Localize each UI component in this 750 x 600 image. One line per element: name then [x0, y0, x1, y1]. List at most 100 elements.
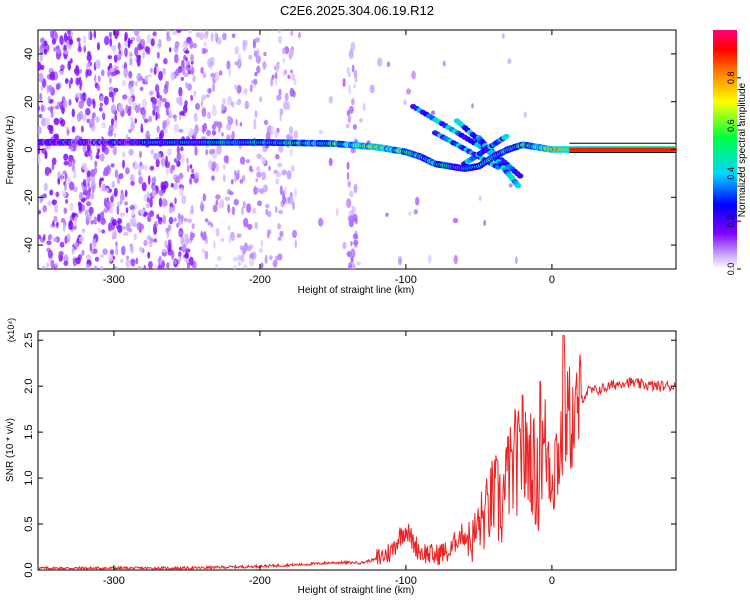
- spectrogram-noise-cell: [45, 167, 50, 177]
- spectrogram-noise-cell: [176, 160, 181, 168]
- spectrogram-noise-cell: [79, 83, 82, 91]
- spectrogram-noise-cell: [427, 254, 432, 264]
- spectrogram-noise-cell: [160, 157, 166, 167]
- spectrogram-noise-cell: [158, 70, 163, 81]
- spectrogram-noise-cell: [350, 258, 354, 264]
- spectrogram-noise-cell: [51, 199, 58, 205]
- x-tick-label: -200: [249, 575, 271, 587]
- spectrogram-noise-cell: [194, 172, 200, 179]
- spectrogram-noise-cell: [278, 143, 284, 153]
- spectrogram-noise-cell: [92, 248, 98, 254]
- spectrogram-noise-cell: [249, 253, 255, 260]
- spectrogram-noise-cell: [94, 217, 98, 224]
- y-tick-label: -20: [23, 189, 35, 205]
- spectrogram-noise-cell: [71, 108, 76, 118]
- spectrogram-noise-cell: [267, 210, 272, 218]
- spectrogram-noise-cell: [178, 86, 183, 97]
- spectrogram-noise-cell: [125, 207, 129, 214]
- spectrogram-noise-cell: [226, 115, 232, 121]
- x-tick-label: -300: [103, 575, 125, 587]
- spectrogram-noise-cell: [190, 231, 194, 240]
- spectrogram-noise-cell: [113, 120, 118, 129]
- spectrogram-noise-cell: [161, 98, 167, 103]
- spectrogram-noise-cell: [161, 260, 165, 269]
- spectrogram-noise-cell: [328, 95, 333, 104]
- spectrogram-noise-cell: [104, 35, 110, 46]
- spectrogram-noise-cell: [222, 32, 227, 41]
- spectrogram-noise-cell: [125, 167, 130, 175]
- spectrogram-noise-cell: [172, 183, 178, 190]
- spectrogram-noise-cell: [38, 113, 43, 119]
- spectrogram-noise-cell: [158, 189, 164, 197]
- spectrogram-noise-cell: [274, 77, 278, 86]
- spectrogram-noise-cell: [212, 204, 218, 213]
- spectrogram-noise-cell: [57, 101, 61, 108]
- spectrogram-noise-cell: [101, 229, 106, 234]
- spectrogram-noise-cell: [177, 212, 181, 220]
- y-tick-label: 40: [23, 48, 35, 60]
- spectrogram-noise-cell: [276, 172, 282, 178]
- spectrogram-noise-cell: [352, 206, 357, 214]
- spectrogram-noise-cell: [113, 266, 119, 269]
- spectrogram-noise-cell: [501, 33, 505, 39]
- spectrogram-noise-cell: [155, 152, 162, 160]
- snr-x-label: Height of straight line (km): [298, 585, 415, 596]
- spectrogram-noise-cell: [158, 197, 163, 208]
- spectrogram-noise-cell: [231, 33, 236, 39]
- spectrogram-noise-cell: [195, 103, 200, 110]
- spectrogram-noise-cell: [155, 111, 158, 121]
- spectrogram-noise-cell: [96, 151, 100, 160]
- spectrogram-noise-cell: [256, 166, 261, 172]
- spectrogram-branch-cell: [514, 183, 522, 189]
- spectrogram-noise-cell: [282, 70, 285, 77]
- colorbar: 0.0 0.2 0.4 0.6 0.8 Normalized spectral ampl…: [713, 30, 748, 275]
- spectrogram-noise-cell: [153, 67, 157, 75]
- spectrogram-noise-cell: [163, 180, 169, 189]
- colorbar-tick-label: 0.6: [726, 119, 736, 132]
- spectrogram-noise-cell: [279, 108, 284, 116]
- spectrogram-noise-cell: [189, 164, 193, 169]
- spectrogram-noise-cell: [213, 240, 216, 249]
- spectrogram-noise-cell: [110, 163, 115, 168]
- spectrogram-noise-cell: [116, 53, 122, 59]
- spectrogram-noise-cell: [55, 83, 61, 91]
- spectrogram-noise-cell: [208, 61, 215, 67]
- spectrogram-noise-cell: [204, 218, 209, 223]
- spectrogram-branch-cell: [516, 173, 524, 179]
- spectrogram-noise-cell: [260, 239, 264, 248]
- spectrogram-noise-cell: [75, 92, 81, 98]
- spectrogram-noise-cell: [87, 181, 90, 188]
- spectrogram-noise-cell: [158, 255, 162, 261]
- spectrogram-noise-cell: [184, 252, 189, 259]
- spectrogram-noise-cell: [173, 217, 177, 222]
- spectrogram-noise-cell: [154, 84, 160, 93]
- spectrogram-noise-cell: [92, 238, 97, 248]
- spectrogram-noise-cell: [68, 39, 74, 45]
- spectrogram-noise-cell: [149, 67, 153, 74]
- spectrogram-noise-cell: [200, 66, 204, 74]
- spectrogram-noise-cell: [126, 255, 129, 260]
- spectrogram-noise-cell: [172, 114, 177, 119]
- x-tick-label: -200: [249, 274, 271, 286]
- spectrogram-noise-cell: [46, 262, 49, 268]
- spectrogram-noise-cell: [96, 42, 100, 51]
- spectrogram-noise-cell: [114, 31, 119, 40]
- spectrogram-noise-cell: [142, 51, 145, 59]
- spectrogram-noise-cell: [256, 187, 261, 193]
- colorbar-tick-label: 0.8: [726, 72, 736, 85]
- spectrogram-noise-cell: [352, 233, 359, 240]
- spectrogram-noise-cell: [143, 264, 146, 269]
- spectrogram-noise-cell: [94, 74, 97, 83]
- spectrogram-noise-cell: [154, 63, 158, 68]
- spectrogram-noise-cell: [82, 92, 85, 97]
- spectrogram-noise-cell: [165, 82, 169, 91]
- spectrogram-noise-cell: [471, 103, 474, 109]
- spectrogram-noise-cell: [192, 75, 196, 83]
- spectrogram-noise-cell: [212, 82, 216, 93]
- spectrogram-noise-cell: [164, 240, 168, 249]
- spectrogram-noise-cell: [124, 189, 128, 198]
- spectrogram-noise-cell: [139, 209, 145, 215]
- spectrogram-noise-cell: [47, 200, 53, 207]
- spectrogram-noise-cell: [80, 125, 84, 133]
